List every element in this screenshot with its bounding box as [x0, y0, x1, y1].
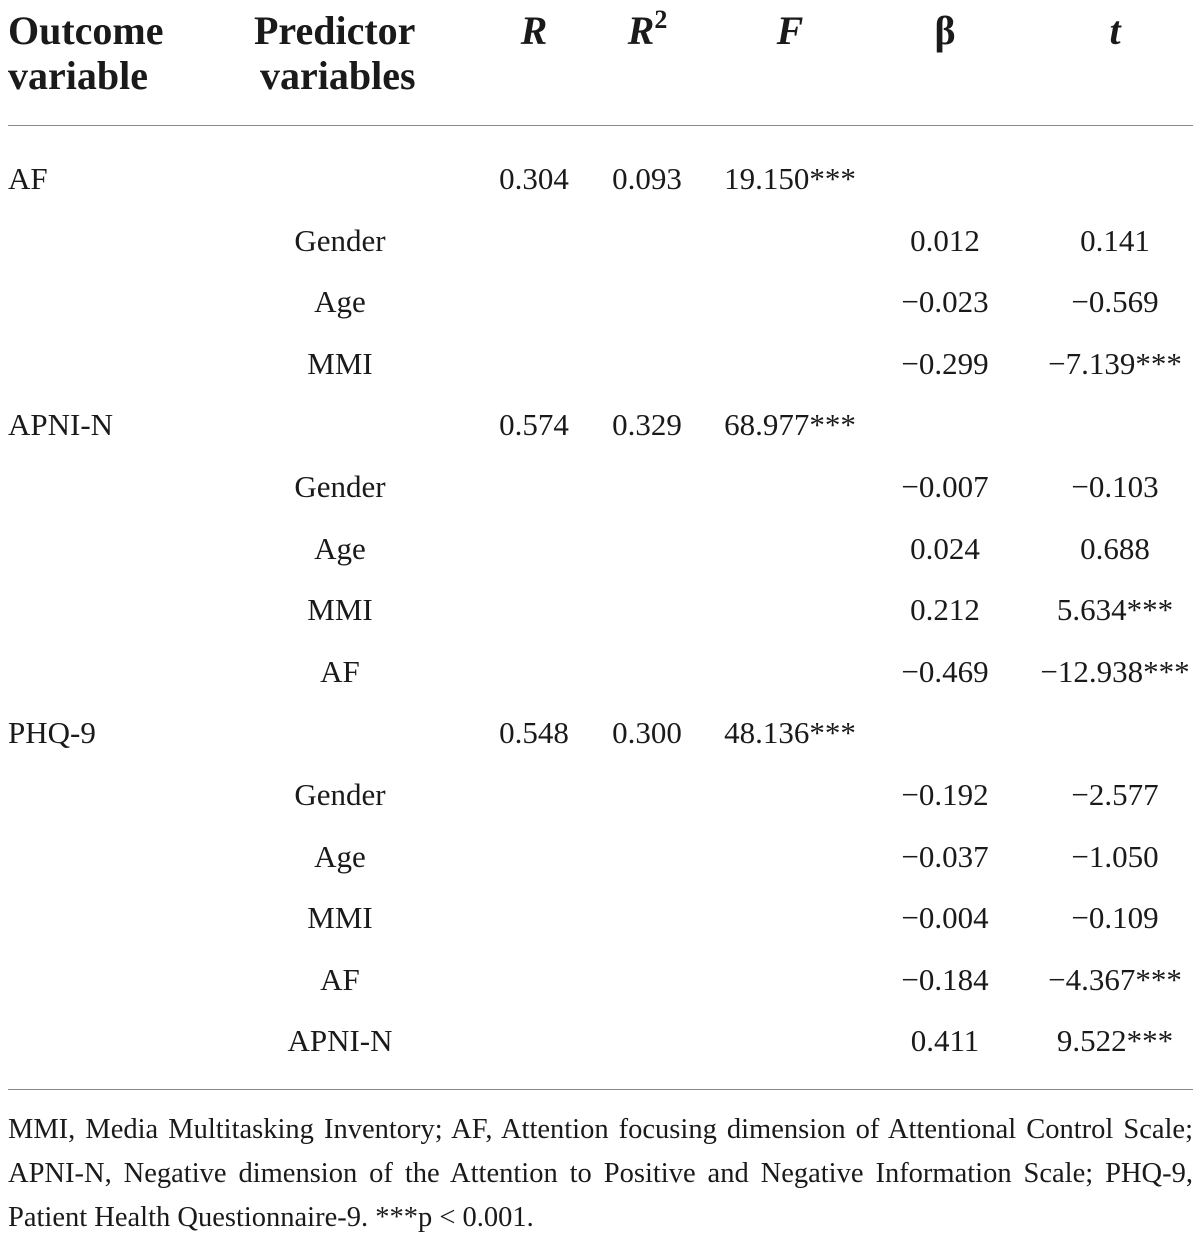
cell-predictor: Age	[314, 531, 366, 566]
cell-t: −12.938***	[1040, 654, 1190, 689]
cell-predictor: MMI	[307, 346, 373, 381]
cell-r: 0.574	[499, 407, 569, 442]
header-predictor-variables: Predictor variables	[254, 8, 416, 98]
cell-predictor: MMI	[307, 592, 373, 627]
header-t: t	[1065, 8, 1165, 53]
cell-f: 48.136***	[724, 715, 856, 750]
header-f-text: F	[776, 8, 804, 53]
cell-beta: −0.007	[901, 469, 989, 504]
cell-beta: −0.004	[901, 900, 989, 935]
header-rule	[8, 125, 1193, 126]
cell-beta: −0.023	[901, 284, 989, 319]
cell-r2: 0.093	[612, 161, 682, 196]
header-r2: R2	[605, 5, 690, 54]
cell-f: 68.977***	[724, 407, 856, 442]
cell-t: 9.522***	[1056, 1023, 1174, 1058]
cell-beta: −0.192	[901, 777, 989, 812]
table-footnote: MMI, Media Multitasking Inventory; AF, A…	[8, 1114, 1193, 1233]
cell-beta: −0.469	[901, 654, 989, 689]
cell-t: −2.577	[1071, 777, 1159, 812]
header-predictor-line1: Predictor	[254, 8, 416, 53]
cell-predictor: APNI-N	[287, 1023, 393, 1058]
cell-r: 0.548	[499, 715, 569, 750]
cell-t: −1.050	[1071, 839, 1159, 874]
cell-t: −4.367***	[1048, 962, 1182, 997]
header-outcome-line2: variable	[8, 53, 148, 98]
header-r2-sup: 2	[654, 5, 668, 34]
cell-beta: −0.299	[901, 346, 989, 381]
cell-r: 0.304	[499, 161, 569, 196]
cell-predictor: AF	[320, 962, 360, 997]
header-r2-base: R	[627, 8, 655, 53]
header-r: R	[494, 8, 574, 53]
cell-beta: 0.012	[910, 223, 980, 258]
cell-outcome: PHQ-9	[8, 715, 96, 750]
header-f: F	[730, 8, 850, 53]
cell-r2: 0.300	[612, 715, 682, 750]
cell-t: 0.688	[1080, 531, 1150, 566]
header-beta: β	[895, 8, 995, 53]
bottom-rule	[8, 1089, 1193, 1090]
cell-t: −0.103	[1071, 469, 1159, 504]
cell-beta: −0.184	[901, 962, 989, 997]
cell-predictor: Gender	[294, 223, 386, 258]
cell-predictor: MMI	[307, 900, 373, 935]
cell-r2: 0.329	[612, 407, 682, 442]
cell-outcome: APNI-N	[8, 407, 114, 442]
cell-beta: 0.212	[910, 592, 980, 627]
cell-beta: 0.024	[910, 531, 980, 566]
header-outcome-line1: Outcome	[8, 8, 164, 53]
cell-beta: −0.037	[901, 839, 989, 874]
cell-beta: 0.411	[910, 1023, 980, 1058]
cell-predictor: Gender	[294, 777, 386, 812]
cell-t: −0.569	[1071, 284, 1159, 319]
cell-predictor: Age	[314, 284, 366, 319]
cell-t: −7.139***	[1048, 346, 1182, 381]
header-r-text: R	[520, 8, 548, 53]
header-t-text: t	[1109, 8, 1121, 53]
cell-t: 0.141	[1080, 223, 1150, 258]
cell-outcome: AF	[8, 161, 48, 196]
cell-predictor: AF	[320, 654, 360, 689]
cell-predictor: Age	[314, 839, 366, 874]
cell-f: 19.150***	[724, 161, 856, 196]
header-beta-text: β	[934, 8, 956, 53]
cell-predictor: Gender	[294, 469, 386, 504]
cell-t: −0.109	[1071, 900, 1159, 935]
header-outcome-variable: Outcome variable	[8, 8, 164, 98]
header-predictor-line2: variables	[260, 53, 416, 98]
cell-t: 5.634***	[1056, 592, 1174, 627]
